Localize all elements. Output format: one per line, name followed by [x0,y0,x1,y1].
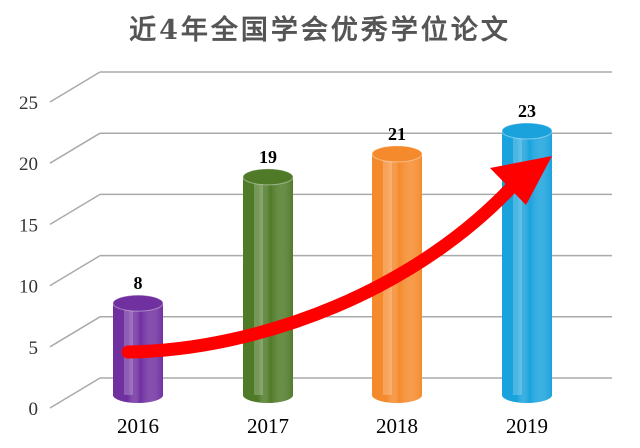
bar-top [242,168,294,186]
gridline-diagonal [49,316,101,348]
bar-top [501,122,553,140]
gridline-diagonal [49,71,101,103]
bar-highlight [254,176,263,395]
data-label: 19 [259,147,277,167]
bar [501,122,553,403]
trend-arrow-shaft [121,171,527,359]
gridline-diagonal [49,377,101,409]
bar-top [112,294,164,312]
y-tick-label: 15 [19,215,38,236]
x-tick-label: 2018 [376,414,418,438]
y-tick-label: 10 [19,277,38,298]
y-tick-label: 0 [29,399,39,420]
bar-highlight [513,130,522,395]
x-tick-label: 2019 [506,414,548,438]
x-tick-label: 2016 [117,414,159,438]
chart-title: 近4年全国学会优秀学位论文 [129,15,511,46]
bar-shade [243,176,293,403]
gridline-diagonal [49,132,101,164]
data-label: 23 [518,101,536,121]
data-label: 21 [388,124,406,144]
bar [242,168,294,403]
y-tick-label: 5 [29,338,39,359]
gridline-diagonal [49,193,101,226]
gridline-diagonal [49,254,101,287]
bar-top [371,145,423,163]
data-label: 8 [134,273,143,293]
y-tick-label: 25 [19,93,38,114]
x-tick-label: 2017 [247,414,289,438]
y-tick-label: 20 [19,154,38,175]
bar-shade [502,130,552,403]
trend-arrow-head [490,156,552,205]
